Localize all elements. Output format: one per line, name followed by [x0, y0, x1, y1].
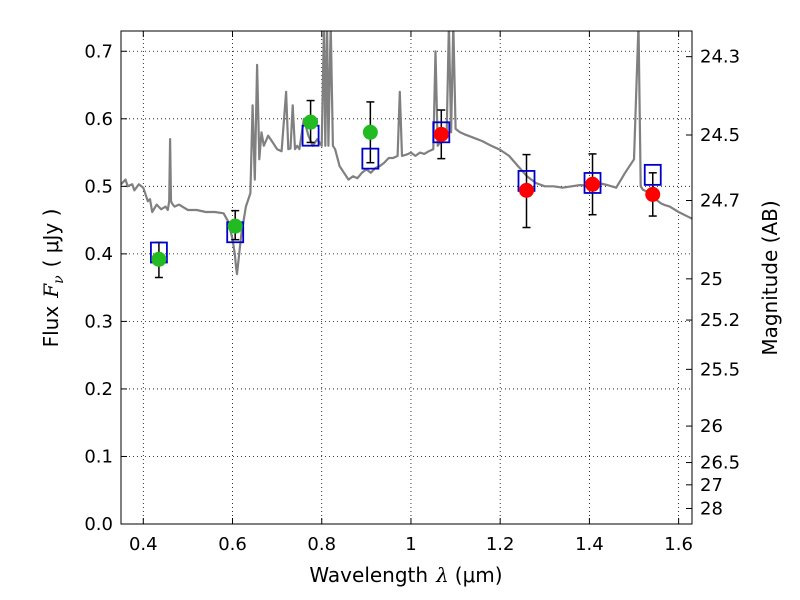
y2-axis-label: Magnitude (AB) [758, 200, 782, 355]
observed-point [585, 176, 601, 192]
y-tick-label: 0.6 [84, 109, 113, 130]
model-spectrum-line [121, 31, 692, 276]
model-box [583, 172, 602, 194]
model-box-layer [150, 121, 662, 264]
y-axis-label: Flux Fν ( μJy ) [39, 209, 67, 348]
y-axis-label-unit: ( μJy ) [39, 209, 63, 268]
x-tick-label: 1.4 [575, 534, 604, 555]
model-box [432, 121, 451, 144]
x-tick-label: 0.4 [129, 534, 158, 555]
x-axis-label-symbol: λ [435, 563, 449, 587]
y2-tick-label: 26.5 [700, 453, 740, 474]
y-axis-label-symbol: F [39, 283, 63, 299]
y2-tick-label: 25.5 [700, 359, 740, 380]
observed-point [151, 251, 167, 267]
x-tick-label: 1.6 [664, 534, 693, 555]
y2-tick-label: 25.2 [700, 310, 740, 331]
x-tick-label: 0.8 [307, 534, 336, 555]
y2-tick-label: 28 [700, 498, 723, 519]
grid [121, 31, 692, 525]
observed-point-layer [151, 114, 661, 267]
errorbar-layer [154, 99, 657, 279]
observed-point [645, 186, 661, 202]
model-box [361, 147, 380, 170]
y2-tick-label: 27 [700, 475, 723, 496]
x-axis-label-unit: (μm) [455, 563, 503, 587]
observed-point [362, 124, 378, 140]
y2-tick-label: 24.3 [700, 47, 740, 68]
y-tick-label: 0.4 [84, 244, 113, 265]
y-tick-label: 0.2 [84, 379, 113, 400]
x-axis-label: Wavelength λ (μm) [309, 563, 502, 587]
x-axis-label-prefix: Wavelength [309, 563, 428, 587]
y2-tick-label: 26 [700, 416, 723, 437]
x-tick-label: 0.6 [218, 534, 247, 555]
observed-point [303, 114, 319, 130]
plot-frame [120, 30, 693, 525]
y2-tick-label: 24.7 [700, 191, 740, 212]
y-axis-label-subscript: ν [51, 275, 67, 284]
y-tick-label: 0.7 [84, 41, 113, 62]
y-tick-label: 0.3 [84, 311, 113, 332]
y-tick-label: 0.1 [84, 446, 113, 467]
spectrum-layer [121, 31, 692, 276]
model-box [643, 163, 662, 186]
y2-tick-label: 25 [700, 269, 723, 290]
observed-point [227, 218, 243, 234]
x-tick-label: 1 [405, 534, 416, 555]
y-tick-label: 0.5 [84, 176, 113, 197]
observed-point [433, 126, 449, 142]
tick-layer: 0.4 0.6 0.8 1 1.2 1.4 1.6 0.0 0.1 0.2 0.3 0.4 0.5 0.6… [84, 31, 740, 555]
y2-tick-label: 24.5 [700, 125, 740, 146]
y-axis-label-prefix: Flux [39, 306, 63, 348]
x-tick-label: 1.2 [486, 534, 515, 555]
observed-point [518, 182, 534, 198]
y-tick-label: 0.0 [84, 514, 113, 535]
